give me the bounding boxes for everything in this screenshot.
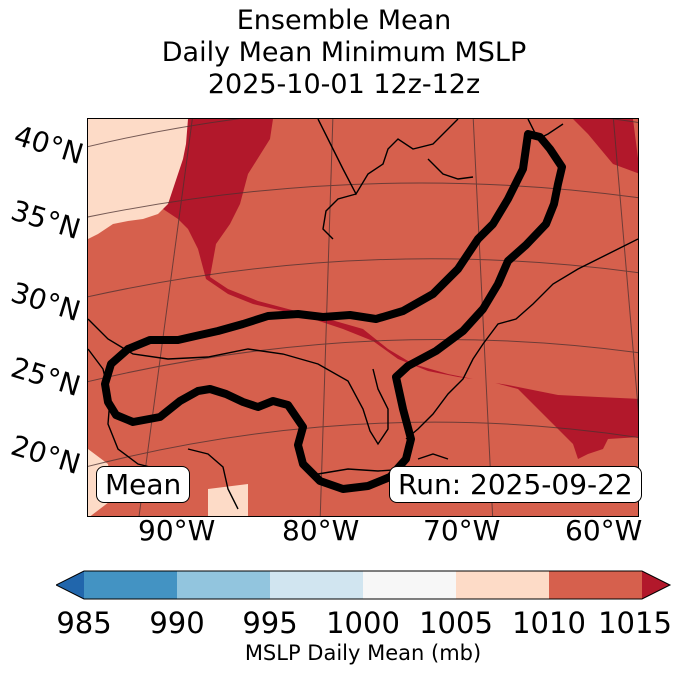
colorbar-segment-995-1000: [270, 571, 363, 599]
mean-label-box: Mean: [96, 466, 191, 503]
title-line-3: 2025-10-01 12z-12z: [207, 69, 481, 100]
map-panel: [87, 118, 639, 517]
mslp-map: [88, 119, 638, 516]
mslp-region-1005-1010: [88, 119, 188, 239]
title-line-1: Ensemble Mean: [236, 5, 452, 36]
colorbar-segment-985-990: [84, 571, 177, 599]
lon-label-80w: 80°W: [282, 514, 360, 547]
colorbar: [56, 570, 672, 600]
colorbar-tick-995: 995: [242, 606, 298, 640]
lat-label-35n: 35°N: [7, 193, 85, 246]
colorbar-tick-1010: 1010: [512, 606, 586, 640]
colorbar-outline: [56, 570, 672, 600]
run-date-label-box: Run: 2025-09-22: [389, 466, 642, 503]
graticule: [88, 119, 638, 516]
colorbar-segment-990-995: [177, 571, 270, 599]
colorbar-tick-985: 985: [56, 606, 112, 640]
colorbar-segment-1000-1005: [363, 571, 456, 599]
lat-label-25n: 25°N: [7, 350, 85, 403]
lon-label-90w: 90°W: [138, 514, 216, 547]
colorbar-segment-1010-1015: [549, 571, 642, 599]
contour-1010: [101, 130, 566, 493]
lon-label-60w: 60°W: [565, 514, 643, 547]
lat-label-30n: 30°N: [7, 275, 85, 328]
colorbar-tick-1000: 1000: [326, 606, 400, 640]
colorbar-label: MSLP Daily Mean (mb): [244, 641, 482, 665]
lat-label-40n: 40°N: [10, 118, 88, 171]
colorbar-tick-1005: 1005: [419, 606, 493, 640]
mslp-region-1005-1010-south: [88, 449, 248, 516]
colorbar-extend-under: [56, 571, 84, 599]
lon-label-70w: 70°W: [423, 514, 501, 547]
colorbar-tick-1015: 1015: [598, 606, 672, 640]
title-line-2: Daily Mean Minimum MSLP: [161, 37, 527, 68]
colorbar-extend-over: [642, 571, 670, 599]
colorbar-segment-1005-1010: [456, 571, 549, 599]
colorbar-tick-990: 990: [149, 606, 205, 640]
lat-label-20n: 20°N: [7, 428, 85, 481]
